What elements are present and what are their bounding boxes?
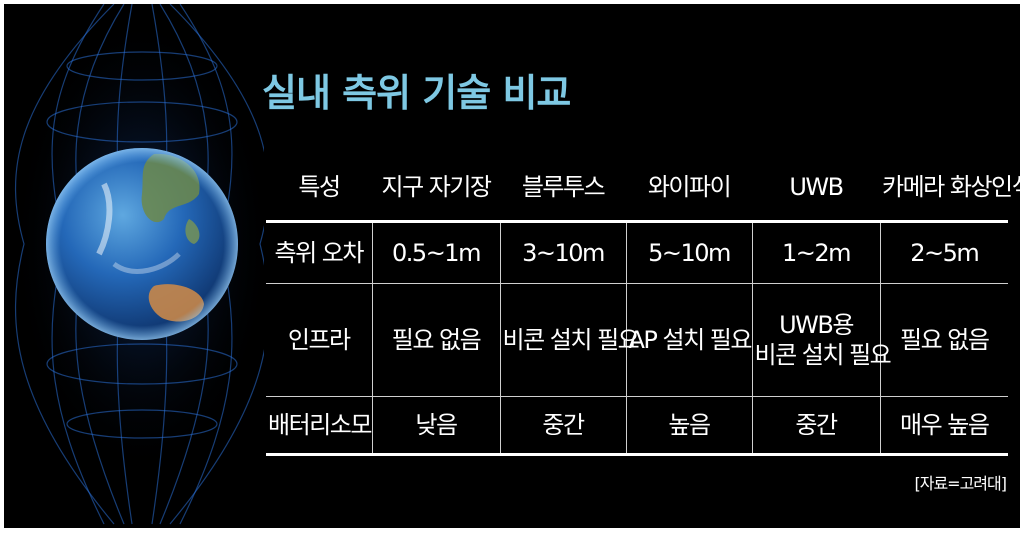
table-cell: 중간 <box>751 396 880 456</box>
table-cell: 필요 없음 <box>879 283 1008 397</box>
chart-title: 실내 측위 기술 비교 <box>262 71 571 115</box>
table-row: 배터리소모 낮음 중간 높음 중간 매우 높음 <box>266 396 1008 456</box>
cell-line: 비콘 설치 필요 <box>754 341 892 369</box>
header-wifi: 와이파이 <box>626 154 752 223</box>
row-label: 배터리소모 <box>266 396 372 456</box>
table-cell: 5~10m <box>625 221 752 284</box>
table-cell: 비콘 설치 필요 <box>499 283 640 397</box>
header-bluetooth: 블루투스 <box>500 154 626 223</box>
table-row: 측위 오차 0.5~1m 3~10m 5~10m 1~2m 2~5m <box>266 221 1008 284</box>
table-cell: 중간 <box>499 396 626 456</box>
infographic-panel: 실내 측위 기술 비교 특성 지구 자기장 블루투스 와이파이 UWB 카메라 … <box>4 4 1020 528</box>
table-cell: AP 설치 필요 <box>625 283 752 397</box>
table-cell: 필요 없음 <box>371 283 500 397</box>
row-label: 측위 오차 <box>266 221 372 284</box>
header-geomagnetic: 지구 자기장 <box>372 154 500 223</box>
table-cell: UWB용 비콘 설치 필요 <box>751 283 892 397</box>
table-row: 인프라 필요 없음 비콘 설치 필요 AP 설치 필요 UWB용 비콘 설치 필… <box>266 283 1008 397</box>
header-uwb: UWB <box>752 154 880 223</box>
table-cell: 3~10m <box>499 221 626 284</box>
cell-line: UWB용 <box>779 311 854 339</box>
row-label: 인프라 <box>266 283 372 397</box>
earth-magnetic-field-illustration <box>12 4 264 525</box>
earth-globe <box>46 148 238 340</box>
table-cell: 낮음 <box>371 396 500 456</box>
table-cell: 1~2m <box>751 221 880 284</box>
table-cell: 매우 높음 <box>879 396 1008 456</box>
table-cell: 2~5m <box>879 221 1008 284</box>
header-feature: 특성 <box>266 154 372 223</box>
table-cell: 0.5~1m <box>371 221 500 284</box>
table-header-row: 특성 지구 자기장 블루투스 와이파이 UWB 카메라 화상인식 <box>266 154 1020 223</box>
table-cell: 높음 <box>625 396 752 456</box>
source-credit: [자료=고려대] <box>914 474 1007 493</box>
comparison-table: 특성 지구 자기장 블루투스 와이파이 UWB 카메라 화상인식 측위 오차 0… <box>266 154 1020 456</box>
header-camera: 카메라 화상인식 <box>880 154 1020 223</box>
